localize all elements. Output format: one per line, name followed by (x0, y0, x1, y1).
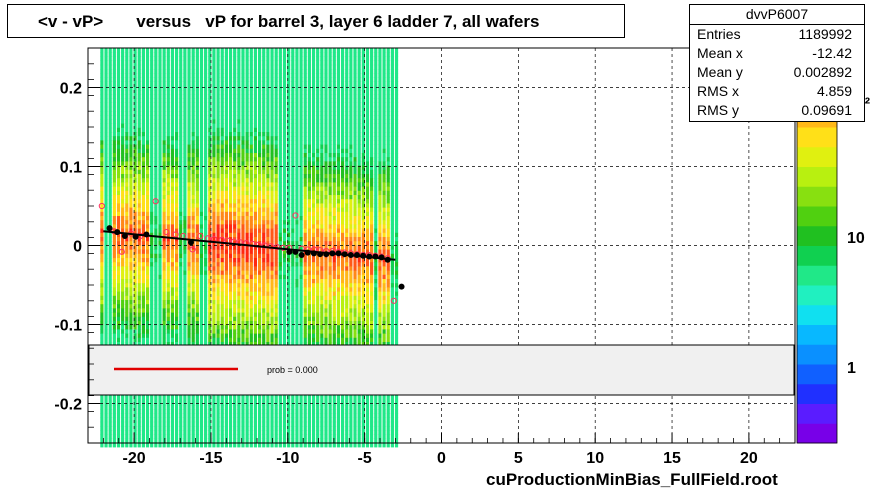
profile-marker (341, 251, 348, 258)
profile-points (98, 198, 405, 304)
profile-marker (366, 253, 373, 260)
profile-marker (143, 231, 150, 238)
profile-marker (317, 251, 324, 258)
colorbar-segment (797, 245, 837, 266)
profile-marker (398, 283, 405, 290)
profile-marker (372, 253, 379, 260)
colorbar-segment (797, 324, 837, 345)
x-tick-label: 15 (663, 450, 681, 467)
grid (88, 48, 795, 443)
stats-name: dvvP6007 (690, 5, 864, 25)
profile-marker (384, 256, 391, 263)
colorbar-segment (797, 423, 837, 444)
profile-marker (360, 252, 367, 259)
stats-row-mean-y: Mean y 0.002892 (697, 64, 852, 80)
y-tick-label: -0.1 (54, 318, 82, 335)
plot-title: <v - vP> versus vP for barrel 3, layer 6… (38, 12, 540, 31)
colorbar-segment (797, 146, 837, 167)
open-marker (163, 228, 170, 236)
source-file-label: cuProductionMinBias_FullField.root (486, 470, 778, 489)
x-tick-label: -15 (199, 450, 222, 467)
title-box: <v - vP> versus vP for barrel 3, layer 6… (7, 4, 625, 38)
colorbar-segment (797, 225, 837, 246)
profile-marker (106, 225, 113, 232)
x-tick-label: 20 (740, 450, 758, 467)
open-marker (390, 297, 397, 304)
profile-marker (335, 250, 342, 257)
colorbar-segment (797, 206, 837, 227)
profile-marker (292, 248, 299, 255)
open-marker (172, 231, 179, 238)
colorbar-label: 10 (847, 230, 865, 247)
colorbar-segment (797, 186, 837, 207)
open-marker (118, 248, 125, 255)
profile-marker (329, 250, 336, 257)
x-tick-label: -5 (358, 450, 372, 467)
profile-marker (323, 251, 330, 258)
fit-legend-box: prob = 0.000 (88, 344, 795, 396)
profile-marker (132, 233, 139, 240)
x-tick-label: 0 (437, 450, 446, 467)
profile-marker (286, 248, 293, 255)
profile-marker (298, 251, 305, 258)
colorbar-segment (797, 344, 837, 365)
x-tick-label: 5 (514, 450, 523, 467)
colorbar-segment (797, 364, 837, 385)
colorbar-label: 1 (847, 360, 856, 377)
profile-marker (347, 251, 354, 258)
colorbar-segment (797, 265, 837, 286)
x-tick-label: -20 (123, 450, 146, 467)
y-tick-label: 0.2 (60, 81, 82, 98)
stats-row-rms-y: RMS y 0.09691 (697, 102, 852, 118)
colorbar-segment (797, 285, 837, 306)
fit-legend-label: prob = 0.000 (267, 365, 318, 375)
stats-row-entries: Entries 1189992 (697, 26, 852, 42)
profile-marker (353, 251, 360, 258)
profile-marker (121, 233, 128, 240)
y-tick-label: 0 (73, 239, 82, 256)
y-tick-label: 0.1 (60, 160, 82, 177)
open-marker (98, 202, 105, 210)
stats-row-mean-x: Mean x -12.42 (697, 45, 852, 61)
open-marker (261, 242, 268, 249)
stats-row-rms-x: RMS x 4.859 (697, 83, 852, 99)
axes: -20 -15 -10 -5 0 5 10 15 20 -0.2 -0.1 0 0.1 0.2 (54, 47, 796, 467)
stats-box: dvvP6007 Entries 1189992 Mean x -12.42 Mea… (689, 4, 865, 122)
open-marker (292, 212, 299, 219)
colorbar-segment (797, 403, 837, 424)
colorbar-segment (797, 166, 837, 187)
profile-marker (310, 250, 317, 257)
colorbar-segment (797, 127, 837, 148)
profile-marker (114, 229, 121, 236)
colorbar-segment (797, 383, 837, 404)
colorbar-segment (797, 304, 837, 325)
y-tick-label: -0.2 (54, 397, 82, 414)
x-tick-label: -10 (276, 450, 299, 467)
x-tick-label: 10 (586, 450, 604, 467)
open-marker (189, 246, 196, 253)
profile-marker (187, 239, 194, 246)
profile-marker (378, 254, 385, 261)
open-marker (267, 243, 274, 250)
open-marker (152, 198, 159, 205)
profile-marker (304, 249, 311, 256)
open-marker (197, 232, 204, 240)
